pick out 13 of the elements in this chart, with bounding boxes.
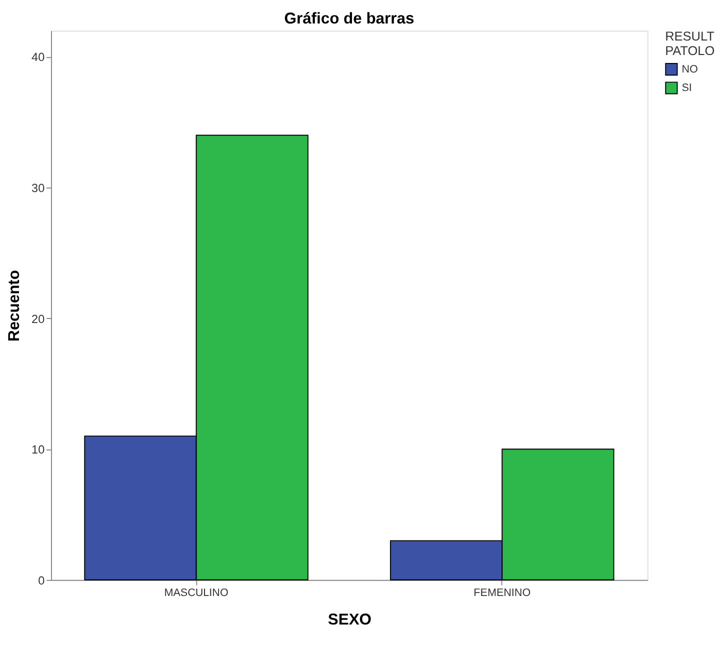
x-tick-label: MASCULINO <box>164 587 228 600</box>
y-tick-label: 10 <box>32 444 46 457</box>
legend-label: NO <box>682 63 698 76</box>
y-tick-label: 20 <box>32 312 46 326</box>
y-tick-label: 30 <box>32 182 46 195</box>
y-tick-label: 40 <box>32 51 46 64</box>
legend-label: SI <box>682 82 692 94</box>
legend-title: RESULT PATOLO <box>665 28 715 58</box>
chart-title: Gráfico de barras <box>284 10 414 28</box>
y-tick-label: 0 <box>38 574 46 588</box>
x-tick-label: FEMENINO <box>474 587 531 600</box>
x-axis-title: SEXO <box>328 612 372 629</box>
y-axis-title: Recuento <box>6 270 23 342</box>
